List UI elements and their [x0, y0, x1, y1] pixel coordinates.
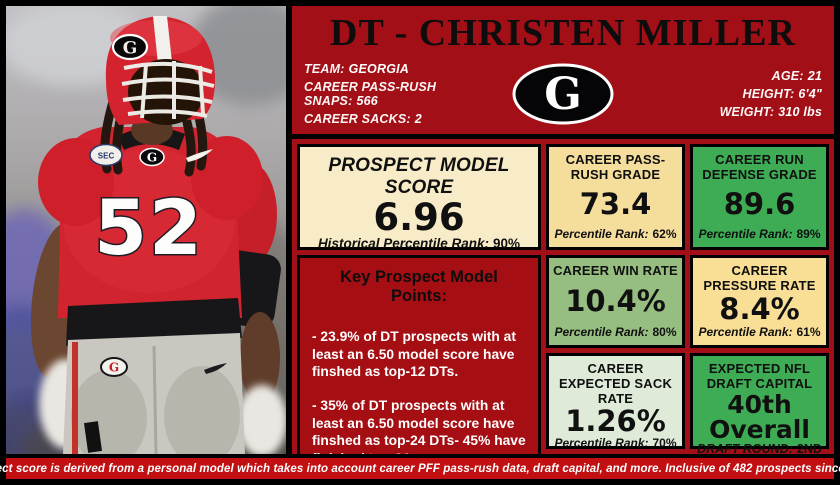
player-photo-illustration: G [6, 6, 286, 454]
run-defense-grade-box: CAREER RUN DEFENSE GRADE 89.6 Percentile… [690, 144, 829, 250]
towel [83, 421, 103, 453]
stats-right-column: CAREER RUN DEFENSE GRADE 89.6 Percentile… [690, 144, 829, 456]
nike-swoosh-hip [204, 363, 227, 374]
box-rank: Percentile Rank: 61% [698, 325, 821, 339]
svg-text:G: G [544, 69, 582, 120]
key-points-box: Key Prospect Model Points: - 23.9% of DT… [297, 255, 541, 481]
draft-capital-box: EXPECTED NFL DRAFT CAPITAL 40th Overall … [690, 353, 829, 456]
box-value: 89.6 [723, 187, 796, 222]
win-rate-box: CAREER WIN RATE 10.4% Percentile Rank: 80… [546, 255, 685, 348]
player-pants [63, 333, 245, 454]
key-point-1: - 23.9% of DT prospects with at least an… [312, 329, 516, 380]
pass-rush-grade-box: CAREER PASS-RUSH GRADE 73.4 Percentile R… [546, 144, 685, 250]
helmet-georgia-logo: G [111, 33, 149, 61]
box-title: PROSPECT MODEL SCORE [328, 155, 510, 198]
box-rank: Percentile Rank: 70% [554, 435, 677, 450]
weight-line: WEIGHT: 310 lbs [719, 105, 822, 119]
box-value: 73.4 [579, 187, 652, 222]
header-bar: DT - CHRISTEN MILLER [292, 6, 834, 60]
hip-georgia-logo: G [100, 357, 128, 377]
box-rank: DRAFT ROUND: 2ND [697, 441, 822, 456]
undershirt-band [66, 298, 242, 346]
nike-swoosh-chest [186, 149, 213, 162]
box-title: CAREER PRESSURE RATE [703, 263, 816, 293]
player-photo: G [6, 6, 286, 454]
box-rank: Percentile Rank: 80% [554, 325, 677, 339]
facemask [121, 61, 215, 119]
jersey-number: 52 [94, 183, 204, 272]
box-value: 10.4% [565, 284, 666, 319]
box-value: 6.96 [373, 195, 465, 239]
main-area: G [6, 6, 834, 481]
player-info-bar: TEAM: GEORGIA CAREER PASS-RUSH SNAPS: 566 … [292, 60, 834, 134]
svg-text:G: G [147, 151, 157, 165]
helmet-stripe [153, 16, 172, 64]
box-rank: Percentile Rank: 89% [698, 227, 821, 241]
svg-text:G: G [123, 39, 138, 59]
stats-panel: DT - CHRISTEN MILLER TEAM: GEORGIA CAREER… [292, 6, 834, 481]
box-value: 40th Overall [709, 389, 810, 444]
stats-left-column: PROSPECT MODEL SCORE 6.96 Historical Per… [297, 144, 541, 481]
disclaimer-footer: Prospect score is derived from a persona… [0, 454, 840, 479]
player-helmet: G [105, 16, 216, 125]
box-rank: Percentile Rank: 62% [554, 227, 677, 241]
box-title: CAREER WIN RATE [553, 263, 678, 278]
info-left-column: TEAM: GEORGIA CAREER PASS-RUSH SNAPS: 566 … [304, 62, 504, 126]
stats-middle-column: CAREER PASS-RUSH GRADE 73.4 Percentile R… [546, 144, 685, 450]
team-logo: G [504, 62, 622, 126]
box-rank: Historical Percentile Rank: 90% [317, 235, 521, 251]
svg-text:SEC: SEC [98, 152, 115, 161]
box-title: CAREER PASS-RUSH GRADE [565, 152, 666, 182]
photo-panel-divider [286, 6, 292, 454]
box-title: CAREER EXPECTED SACK RATE [558, 361, 673, 406]
georgia-logo-icon: G [512, 63, 614, 125]
infographic-frame: G [0, 6, 840, 481]
career-sacks-line: CAREER SACKS: 2 [304, 112, 422, 126]
sec-patch: SEC [89, 143, 123, 167]
svg-text:G: G [109, 361, 119, 375]
page-title: DT - CHRISTEN MILLER [330, 12, 796, 54]
box-value: 8.4% [719, 291, 800, 326]
pressure-rate-box: CAREER PRESSURE RATE 8.4% Percentile Ran… [690, 255, 829, 348]
pass-rush-snaps-line: CAREER PASS-RUSH SNAPS: 566 [304, 80, 437, 108]
box-title: CAREER RUN DEFENSE GRADE [702, 152, 817, 182]
team-line: TEAM: GEORGIA [304, 62, 410, 76]
box-title: EXPECTED NFL DRAFT CAPITAL [706, 361, 813, 391]
box-value: 1.26% [565, 403, 666, 438]
expected-sack-rate-box: CAREER EXPECTED SACK RATE 1.26% Percenti… [546, 353, 685, 450]
key-points-title: Key Prospect Model Points: [340, 268, 498, 305]
info-boxes-divider [292, 134, 834, 139]
chest-georgia-logo: G [139, 147, 165, 167]
player-body: G [30, 16, 286, 454]
disclaimer-text: Prospect score is derived from a persona… [0, 462, 840, 475]
stat-boxes-grid: PROSPECT MODEL SCORE 6.96 Historical Per… [292, 139, 834, 481]
height-line: HEIGHT: 6'4" [742, 87, 822, 101]
prospect-model-score-box: PROSPECT MODEL SCORE 6.96 Historical Per… [297, 144, 541, 251]
info-right-column: AGE: 21 HEIGHT: 6'4" WEIGHT: 310 lbs [622, 69, 822, 119]
age-line: AGE: 21 [771, 69, 822, 83]
